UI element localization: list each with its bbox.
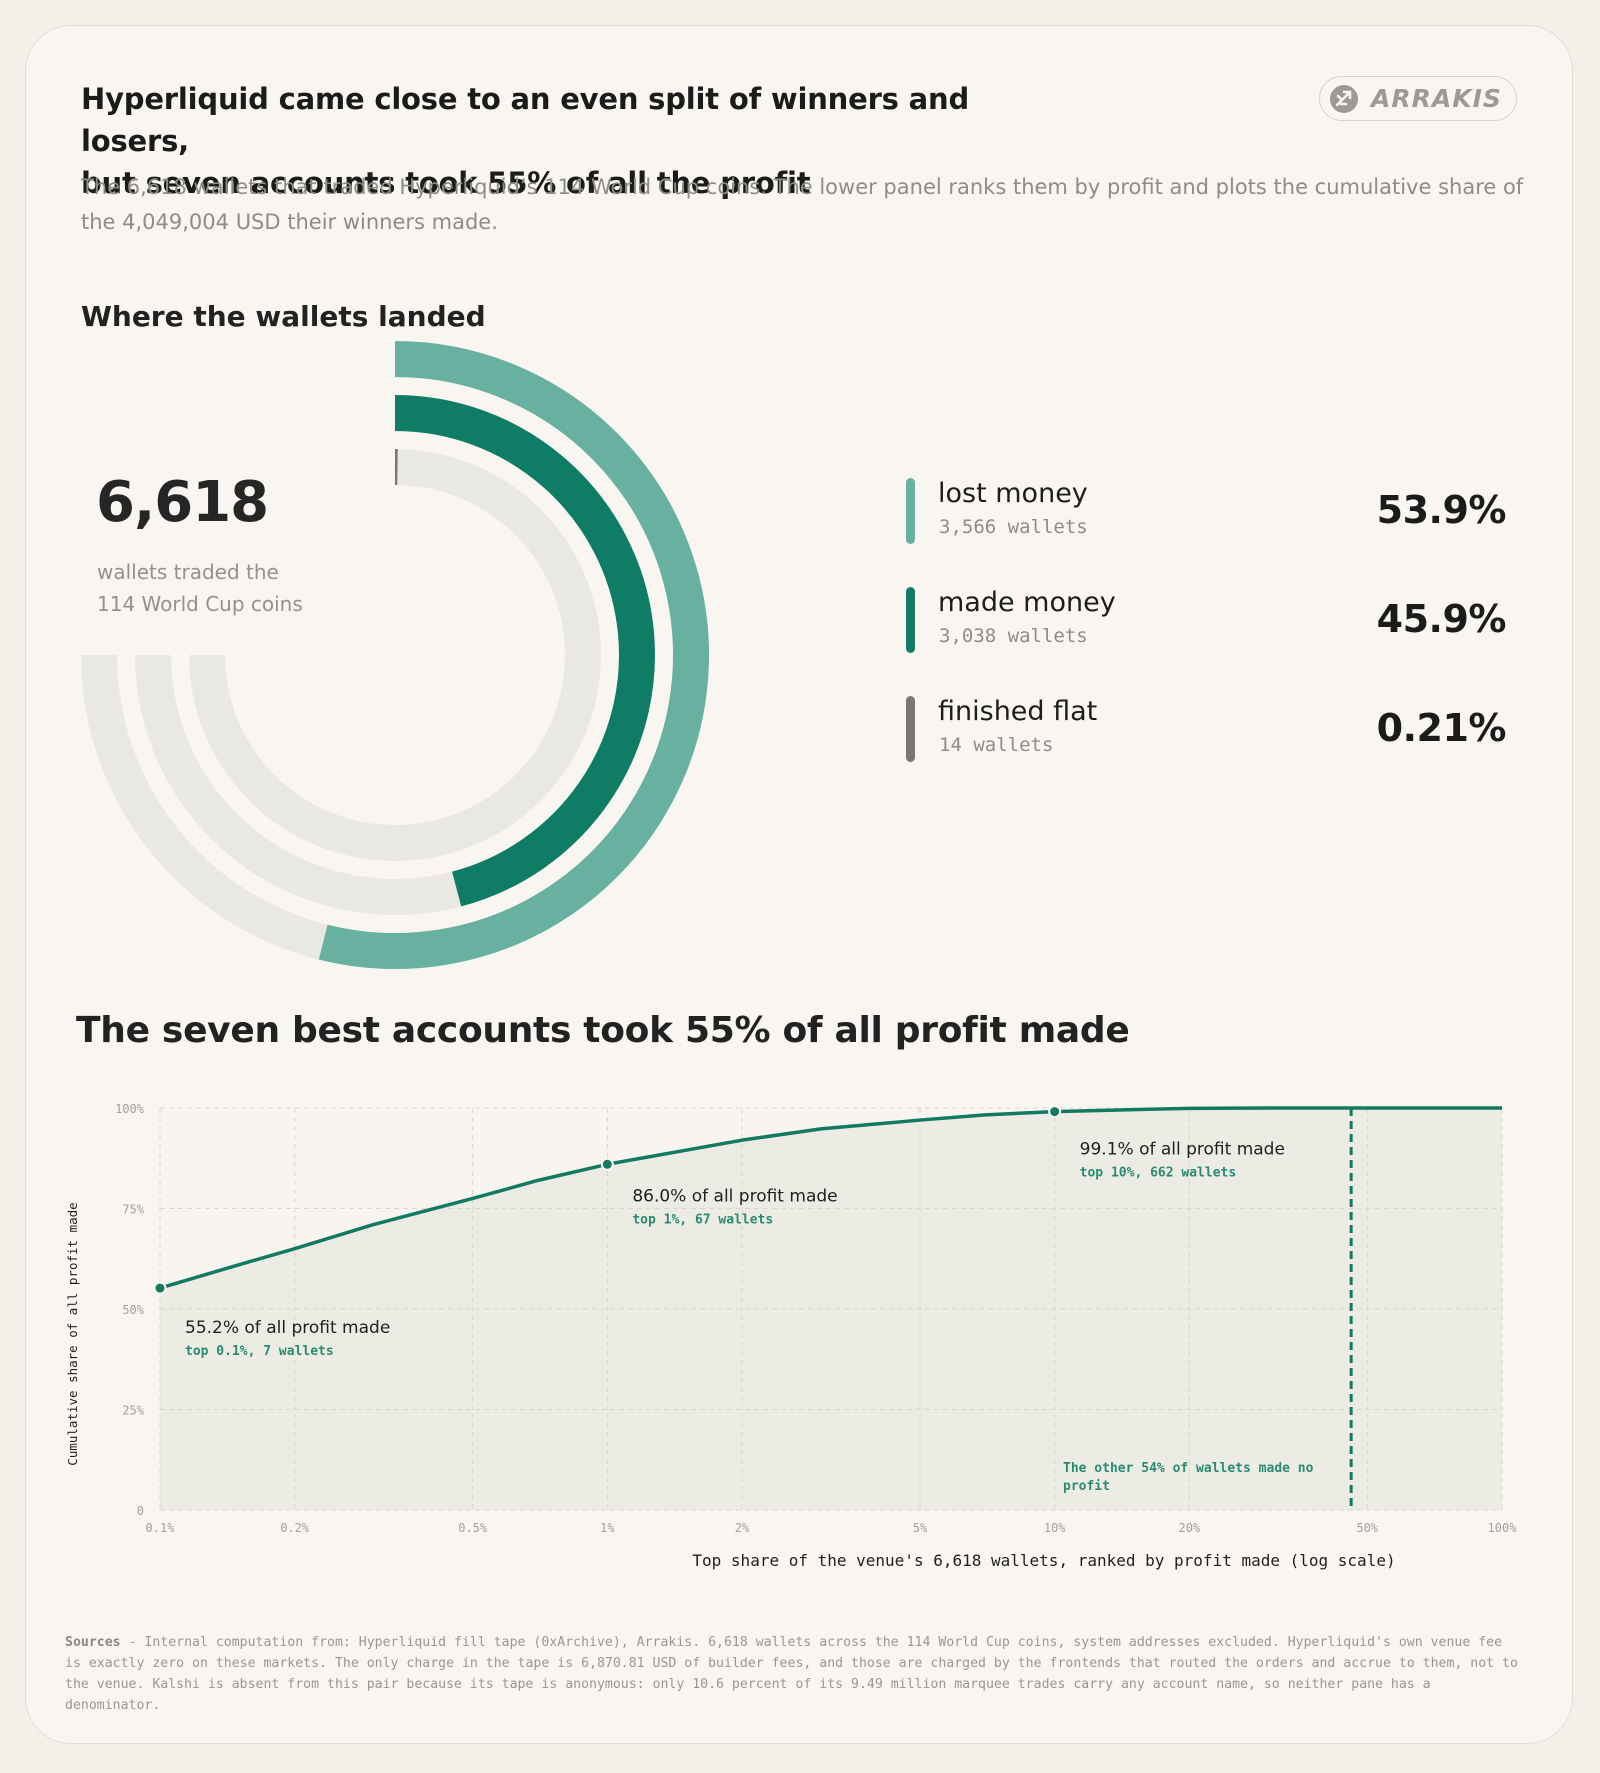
x-tick-label: 10% bbox=[1044, 1521, 1066, 1535]
legend-swatch bbox=[906, 696, 915, 762]
x-tick-label: 20% bbox=[1178, 1521, 1200, 1535]
arrakis-logo-icon bbox=[1330, 84, 1358, 113]
x-tick-label: 2% bbox=[735, 1521, 750, 1535]
data-point-marker bbox=[1048, 1105, 1062, 1119]
reference-line-label: The other 54% of wallets made no bbox=[1063, 1461, 1314, 1476]
title-line-2: but seven accounts took 55% of all the p… bbox=[81, 166, 811, 200]
panel2-heading: The seven best accounts took 55% of all … bbox=[76, 1010, 1130, 1051]
panel1-heading: Where the wallets landed bbox=[81, 300, 486, 333]
x-tick-label: 0.1% bbox=[146, 1521, 176, 1535]
y-tick-label: 50% bbox=[122, 1303, 144, 1317]
x-tick-label: 1% bbox=[600, 1521, 615, 1535]
legend-percent: 53.9% bbox=[1376, 488, 1507, 532]
logo-wordmark: ARRAKIS bbox=[1371, 84, 1502, 113]
page-title: Hyperliquid came close to an even split … bbox=[81, 78, 1081, 204]
legend-label: made money bbox=[938, 587, 1116, 618]
x-tick-label: 100% bbox=[1488, 1521, 1518, 1535]
annotation-label: 99.1% of all profit made bbox=[1080, 1140, 1285, 1160]
subtitle: The 6,618 wallets that traded Hyperliqui… bbox=[81, 175, 1524, 234]
ring-bar-made-money bbox=[394, 395, 655, 907]
data-point-marker bbox=[153, 1281, 167, 1295]
x-tick-label: 0.2% bbox=[280, 1521, 310, 1535]
cumulative-profit-chart: 0.1% 0.2% 0.5% 1% 2% 5% 10% 20% 50% 100% 0 25% 50% 75… bbox=[65, 1102, 1518, 1570]
legend-item-lost-money: lost money 3,566 wallets 53.9% bbox=[906, 478, 1507, 544]
ring-bar-lost-money bbox=[318, 341, 709, 969]
sources-text: - Internal computation from: Hyperliquid… bbox=[65, 1635, 1518, 1713]
legend-count: 3,566 wallets bbox=[939, 516, 1088, 538]
arrakis-logo: ARRAKIS bbox=[1319, 76, 1517, 121]
y-tick-label: 75% bbox=[122, 1203, 144, 1217]
y-tick-label: 100% bbox=[115, 1102, 145, 1116]
x-tick-label: 50% bbox=[1356, 1521, 1378, 1535]
x-axis-label: Top share of the venue's 6,618 wallets, … bbox=[692, 1551, 1395, 1570]
caption-line-2: 114 World Cup coins bbox=[97, 592, 303, 616]
total-wallets-number: 6,618 bbox=[96, 470, 269, 535]
annotation-sublabel: top 1%, 67 wallets bbox=[632, 1212, 773, 1227]
legend-swatch bbox=[906, 478, 915, 544]
legend-swatch bbox=[906, 587, 915, 653]
ring-track-finished-flat bbox=[189, 449, 601, 861]
title-line-1: Hyperliquid came close to an even split … bbox=[81, 82, 970, 158]
x-tick-label: 0.5% bbox=[458, 1521, 488, 1535]
y-axis-label: Cumulative share of all profit made bbox=[65, 1202, 80, 1465]
y-tick-label: 25% bbox=[122, 1404, 144, 1418]
legend-label: lost money bbox=[938, 478, 1088, 509]
sources-label: Sources bbox=[65, 1635, 121, 1650]
legend-count: 14 wallets bbox=[939, 734, 1054, 756]
series-line bbox=[159, 1106, 1502, 1290]
legend-label: finished flat bbox=[938, 696, 1098, 727]
sources-note: Sources - Internal computation from: Hyp… bbox=[65, 1632, 1525, 1716]
radial-bar-chart bbox=[81, 341, 709, 969]
legend-item-made-money: made money 3,038 wallets 45.9% bbox=[906, 587, 1507, 653]
reference-line-label: profit bbox=[1063, 1479, 1110, 1494]
annotation-label: 86.0% of all profit made bbox=[632, 1186, 837, 1206]
annotation-sublabel: top 0.1%, 7 wallets bbox=[185, 1344, 334, 1359]
caption-line-1: wallets traded the bbox=[97, 560, 279, 584]
legend-percent: 45.9% bbox=[1376, 597, 1507, 641]
x-tick-label: 5% bbox=[913, 1521, 928, 1535]
legend-item-finished-flat: finished flat 14 wallets 0.21% bbox=[906, 696, 1507, 762]
legend-percent: 0.21% bbox=[1376, 706, 1507, 750]
total-wallets-caption: wallets traded the 114 World Cup coins bbox=[97, 556, 357, 620]
legend-count: 3,038 wallets bbox=[939, 625, 1088, 647]
annotation-label: 55.2% of all profit made bbox=[185, 1318, 390, 1338]
data-point-marker bbox=[600, 1157, 614, 1171]
annotation-sublabel: top 10%, 662 wallets bbox=[1080, 1166, 1237, 1181]
y-tick-label: 0 bbox=[137, 1504, 144, 1518]
